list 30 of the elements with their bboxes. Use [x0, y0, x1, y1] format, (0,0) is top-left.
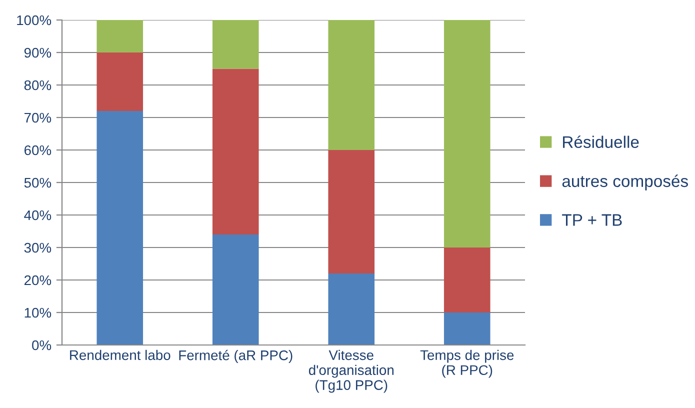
- bar: [212, 234, 259, 345]
- bar: [212, 20, 259, 69]
- bar: [444, 20, 490, 248]
- bar: [212, 68, 259, 234]
- bar: [328, 274, 375, 345]
- y-tick-label: 70%: [24, 112, 52, 123]
- y-tick-label: 40%: [24, 210, 52, 220]
- bar: [328, 150, 375, 274]
- x-tick-label: Rendement labo: [70, 350, 170, 360]
- y-tick-label: 0%: [32, 340, 52, 350]
- y-tick-label: 20%: [24, 275, 52, 286]
- y-tick-label: 90%: [24, 48, 52, 58]
- y-tick-label: 100%: [17, 15, 52, 26]
- bar: [444, 248, 490, 312]
- bar: [328, 20, 375, 150]
- legend-label: autres composés: [562, 174, 688, 190]
- x-tick-label: Fermeté (aR PPC): [179, 350, 292, 363]
- y-tick-label: 80%: [24, 80, 52, 90]
- y-tick-label: 30%: [24, 242, 52, 253]
- y-tick-label: 60%: [24, 145, 52, 156]
- y-tick-label: 10%: [24, 308, 52, 318]
- x-tick-label: Vitesse d'organisation (Tg10 PPC): [308, 350, 394, 393]
- bar: [96, 20, 144, 52]
- x-tick-label: Temps de prise (R PPC): [420, 350, 514, 378]
- legend-label: TP + TB: [562, 214, 622, 226]
- bar: [96, 111, 144, 345]
- bar: [444, 312, 490, 345]
- bar: [96, 52, 144, 111]
- y-tick-label: 50%: [24, 178, 52, 188]
- legend-label: Résiduelle: [563, 136, 639, 148]
